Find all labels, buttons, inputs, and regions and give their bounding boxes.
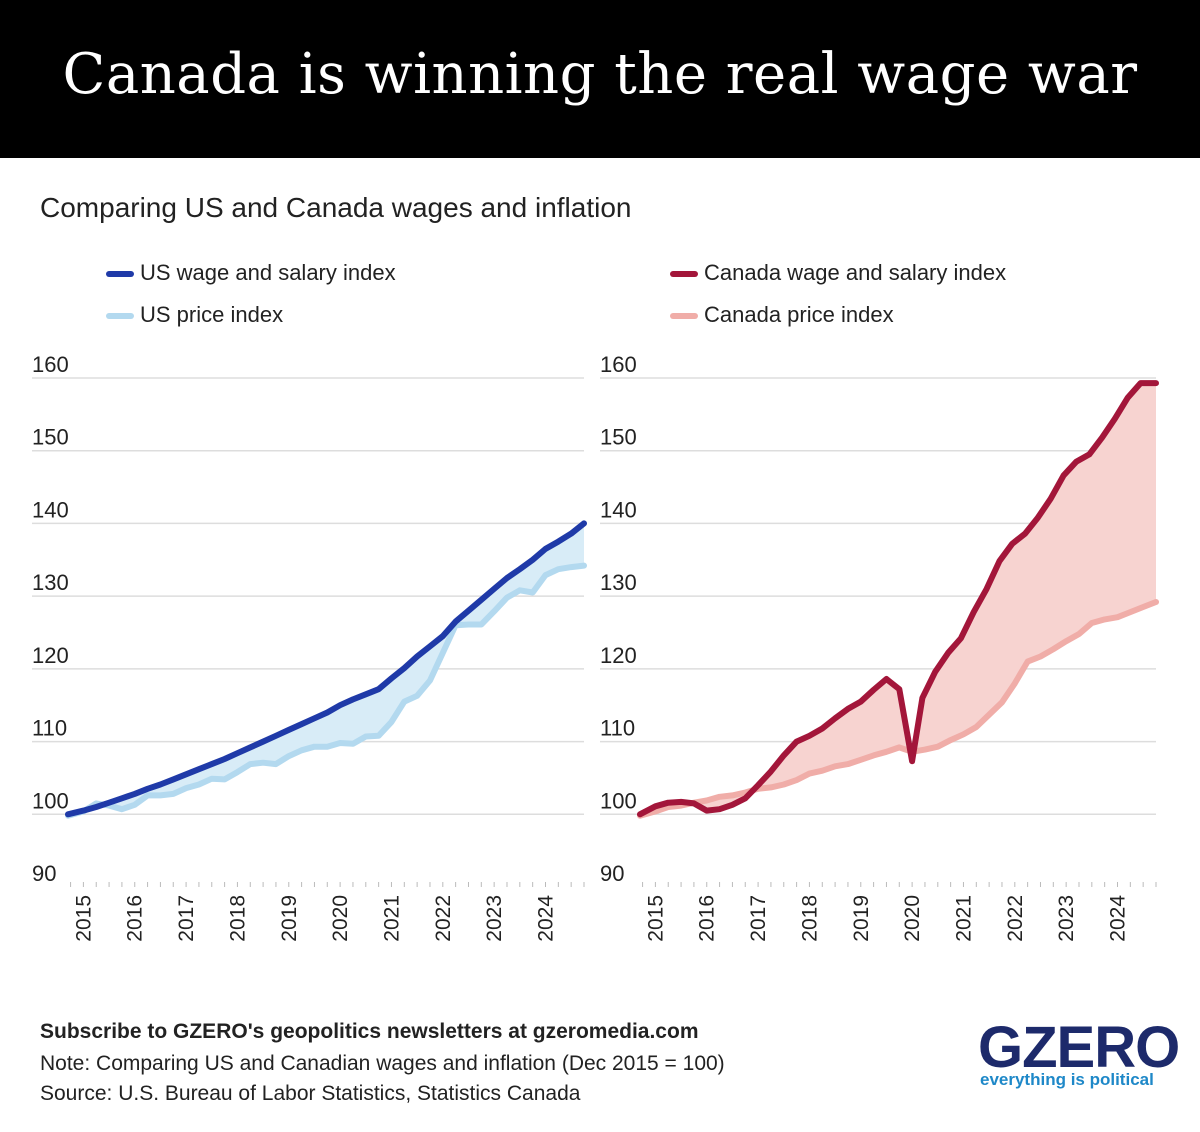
us-y-tick-label: 90 (32, 861, 56, 886)
us-x-tick-label: 2021 (380, 895, 403, 942)
us-y-tick-label: 130 (32, 570, 69, 595)
legend-swatch-canada-price (670, 313, 698, 319)
canada-x-tick-label: 2023 (1055, 895, 1078, 942)
us-wage-line (65, 520, 587, 818)
us-y-tick-label: 120 (32, 643, 69, 668)
chart-subtitle: Comparing US and Canada wages and inflat… (40, 192, 632, 223)
canada-x-tick-label: 2018 (798, 895, 821, 942)
canada-y-tick-label: 140 (600, 497, 637, 522)
canada-x-tick-label: 2015 (644, 895, 667, 942)
canada-x-tick-label: 2019 (850, 895, 873, 942)
us-x-tick-label: 2024 (534, 895, 557, 942)
canada-price-line (637, 599, 1159, 819)
legend-label-canada-price: Canada price index (704, 302, 894, 327)
canada-x-tick-label: 2024 (1106, 895, 1129, 942)
legend-swatch-us-price (106, 313, 134, 319)
us-y-tick-label: 160 (32, 352, 69, 377)
canada-y-tick-label: 90 (600, 861, 624, 886)
canada-y-tick-label: 100 (600, 788, 637, 813)
canada-x-tick-label: 2016 (696, 895, 719, 942)
canada-y-tick-label: 130 (600, 570, 637, 595)
us-y-tick-label: 110 (32, 716, 67, 741)
us-x-tick-label: 2015 (72, 895, 95, 942)
us-x-tick-label: 2018 (226, 895, 249, 942)
canada-gap-area (640, 383, 1156, 816)
us-y-tick-label: 150 (32, 425, 69, 450)
source-line: Source: U.S. Bureau of Labor Statistics,… (40, 1082, 581, 1105)
canada-x-tick-label: 2021 (952, 895, 975, 942)
legend-label-us-price: US price index (140, 302, 284, 327)
canada-y-tick-label: 150 (600, 425, 637, 450)
canada-x-tick-label: 2020 (901, 895, 924, 942)
us-x-tick-label: 2022 (432, 895, 455, 942)
us-x-tick-label: 2023 (483, 895, 506, 942)
us-x-tick-label: 2017 (175, 895, 198, 942)
page-title: Canada is winning the real wage war (62, 42, 1138, 107)
us-x-tick-label: 2019 (278, 895, 301, 942)
canada-x-tick-label: 2022 (1004, 895, 1027, 942)
gzero-logo: GZERO (978, 1015, 1180, 1080)
us-y-tick-label: 140 (32, 497, 69, 522)
canada-y-tick-label: 160 (600, 352, 637, 377)
note-line: Note: Comparing US and Canadian wages an… (40, 1052, 725, 1075)
canada-y-tick-label: 110 (600, 716, 635, 741)
canada-y-tick-label: 120 (600, 643, 637, 668)
logo-tagline: everything is political (980, 1070, 1154, 1089)
canada-wage-line (637, 380, 1159, 818)
charts-canvas: 90 100 110 120 130 140 150 160 2015 2016 2017 2018 2… (32, 352, 1159, 942)
legend-swatch-us-wage (106, 271, 134, 277)
us-x-tick-label: 2016 (124, 895, 147, 942)
legend-label-us-wage: US wage and salary index (140, 260, 396, 285)
legend-swatch-canada-wage (670, 271, 698, 277)
title-banner: Canada is winning the real wage war (0, 0, 1200, 158)
legend-label-canada-wage: Canada wage and salary index (704, 260, 1007, 285)
us-x-tick-label: 2020 (329, 895, 352, 942)
subscribe-line: Subscribe to GZERO's geopolitics newslet… (40, 1020, 699, 1043)
us-y-tick-label: 100 (32, 788, 69, 813)
us-price-line (65, 562, 587, 819)
canada-x-tick-label: 2017 (747, 895, 770, 942)
